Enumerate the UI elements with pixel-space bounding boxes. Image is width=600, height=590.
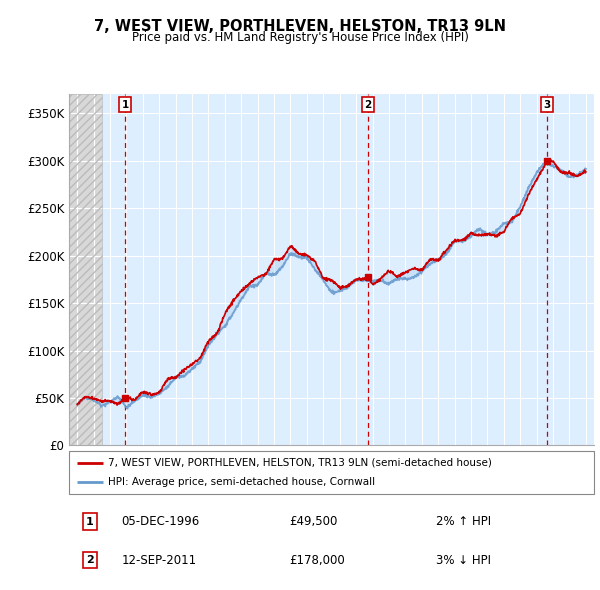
Text: 1: 1 [86, 516, 94, 526]
Text: 7, WEST VIEW, PORTHLEVEN, HELSTON, TR13 9LN: 7, WEST VIEW, PORTHLEVEN, HELSTON, TR13 … [94, 19, 506, 34]
FancyBboxPatch shape [69, 451, 594, 494]
Bar [69, 94, 102, 445]
Text: 7, WEST VIEW, PORTHLEVEN, HELSTON, TR13 9LN (semi-detached house): 7, WEST VIEW, PORTHLEVEN, HELSTON, TR13 … [109, 458, 492, 468]
Text: 3% ↓ HPI: 3% ↓ HPI [437, 553, 491, 567]
Text: 05-DEC-1996: 05-DEC-1996 [121, 515, 200, 528]
Text: 2: 2 [86, 555, 94, 565]
Text: £49,500: £49,500 [290, 515, 338, 528]
Text: 2% ↑ HPI: 2% ↑ HPI [437, 515, 491, 528]
Text: 2: 2 [364, 100, 371, 110]
Text: 12-SEP-2011: 12-SEP-2011 [121, 553, 197, 567]
Bar [69, 94, 102, 445]
Text: 3: 3 [543, 100, 550, 110]
Text: £178,000: £178,000 [290, 553, 345, 567]
Text: Price paid vs. HM Land Registry's House Price Index (HPI): Price paid vs. HM Land Registry's House … [131, 31, 469, 44]
Text: HPI: Average price, semi-detached house, Cornwall: HPI: Average price, semi-detached house,… [109, 477, 376, 487]
Text: 1: 1 [121, 100, 129, 110]
